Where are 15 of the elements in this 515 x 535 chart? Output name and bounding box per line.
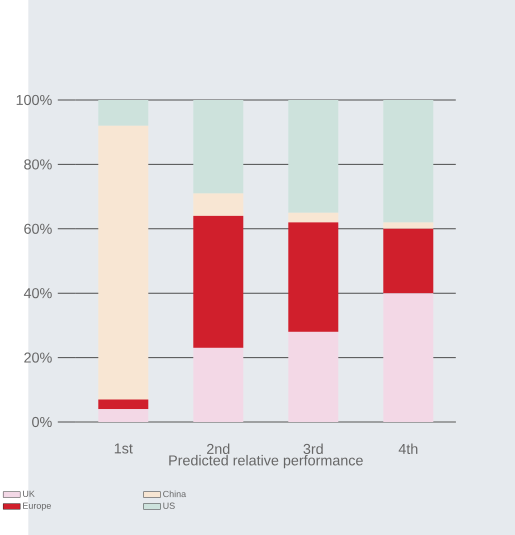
x-tick-label: 2nd	[206, 444, 230, 454]
y-tick-label: 40%	[24, 288, 52, 298]
y-tick-label: 0%	[32, 416, 52, 428]
y-tick-label: 80%	[24, 159, 52, 170]
y-tick-label: 20%	[24, 352, 52, 363]
y-tick-label: 100%	[16, 94, 52, 106]
x-axis-title: Predicted relative performance	[169, 454, 363, 468]
x-tick-label: 3rd	[303, 444, 323, 454]
x-tick-label: 4th	[398, 444, 418, 454]
legend-label: Europe	[22, 502, 51, 511]
legend-label: US	[163, 502, 175, 509]
y-tick-label: 60%	[24, 224, 52, 234]
legend-label: China	[163, 490, 186, 498]
x-tick-label: 1st	[114, 444, 133, 454]
legend-label: UK	[22, 490, 35, 498]
